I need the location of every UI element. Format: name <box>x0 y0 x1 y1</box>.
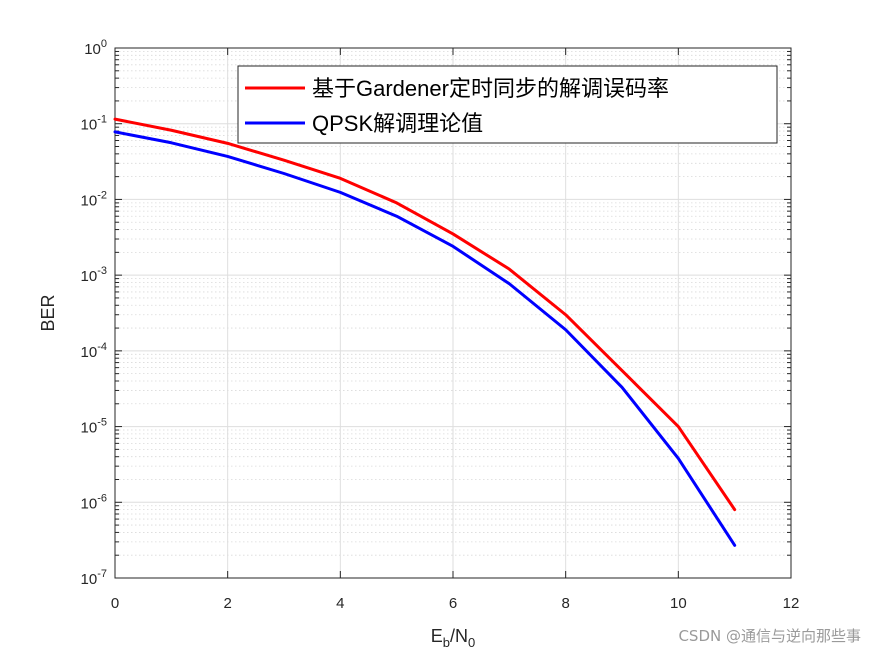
x-axis-label-main: E <box>431 626 443 646</box>
y-tick-label: 10-3 <box>81 265 107 285</box>
y-tick-label: 10-2 <box>81 189 107 209</box>
legend-label-qpsk: QPSK解调理论值 <box>312 111 483 136</box>
x-tick-label: 0 <box>111 595 119 612</box>
y-tick-label: 10-4 <box>81 341 107 361</box>
y-tick-labels: 100 10-1 10-2 10-3 10-4 10-5 10-6 10-7 <box>81 38 107 588</box>
y-axis-label: BER <box>38 294 58 331</box>
series-line-qpsk-theory <box>113 130 737 547</box>
y-tick-label: 10-5 <box>81 417 107 437</box>
x-tick-labels: 0 2 4 6 8 10 12 <box>111 595 800 612</box>
y-tick-label: 10-6 <box>81 492 107 512</box>
legend-box <box>237 65 778 144</box>
series-line-gardener <box>113 117 737 512</box>
x-tick-label: 8 <box>561 595 569 612</box>
watermark: CSDN @通信与逆向那些事 <box>678 627 861 645</box>
x-tick-label: 4 <box>336 595 344 612</box>
series-lines <box>113 117 737 547</box>
x-tick-label: 12 <box>783 595 800 612</box>
axis-ticks <box>114 47 792 579</box>
x-tick-label: 2 <box>223 595 231 612</box>
x-axis-label-sub2: 0 <box>468 635 475 650</box>
legend: 基于Gardener定时同步的解调误码率 QPSK解调理论值 <box>237 65 778 144</box>
x-axis-label-mid: /N <box>450 626 468 646</box>
x-tick-label: 6 <box>449 595 457 612</box>
y-tick-label: 10-7 <box>81 568 107 588</box>
legend-label-gardener: 基于Gardener定时同步的解调误码率 <box>312 76 669 101</box>
y-tick-label: 10-1 <box>81 114 107 134</box>
x-tick-label: 10 <box>670 595 687 612</box>
x-axis-label: Eb/N0 <box>431 626 475 650</box>
x-axis-label-sub1: b <box>443 635 450 650</box>
y-tick-label: 100 <box>84 38 107 58</box>
